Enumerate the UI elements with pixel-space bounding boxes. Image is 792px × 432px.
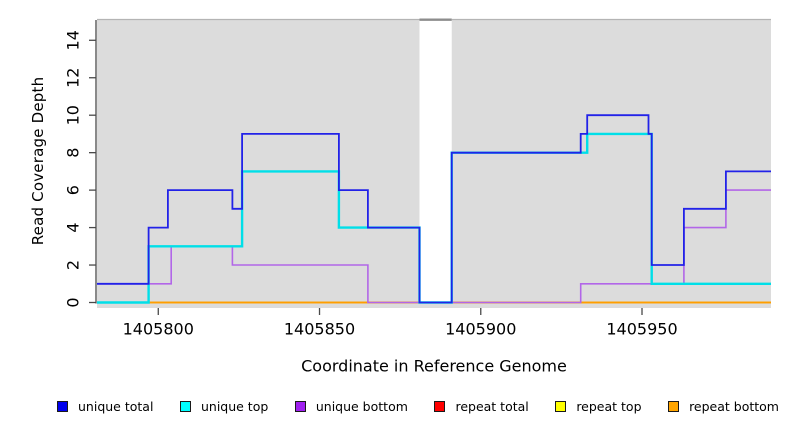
y-tick-label: 0 [64, 297, 83, 307]
legend-item-unique-total: unique total [57, 399, 153, 414]
legend-swatch-repeat-top [555, 400, 567, 412]
y-tick-label: 4 [64, 222, 83, 232]
legend-swatch-unique-top [179, 400, 191, 412]
x-axis-title: Coordinate in Reference Genome [301, 356, 567, 376]
legend-label-unique-top: unique top [200, 398, 269, 414]
y-tick-label: 10 [64, 105, 83, 125]
y-tick-label: 6 [64, 185, 83, 195]
legend-label-repeat-bottom: repeat bottom [689, 398, 779, 414]
legend-swatch-repeat-bottom [668, 400, 680, 412]
x-tick-label: 1405950 [606, 320, 677, 339]
legend-item-repeat-bottom: repeat bottom [668, 399, 779, 414]
legend-label-repeat-top: repeat top [576, 398, 642, 414]
legend: unique total unique top unique bottom repea… [57, 396, 779, 416]
legend-swatch-unique-bottom [294, 400, 306, 412]
legend-swatch-unique-total [57, 400, 68, 412]
zero-coverage-gap-band [419, 16, 452, 303]
legend-label-unique-total: unique total [78, 398, 154, 414]
legend-swatch-repeat-total [434, 400, 446, 412]
x-axis-ticks: 1405800 1405850 1405900 1405950 [123, 308, 678, 339]
y-axis-ticks: 0 2 4 6 8 10 12 14 [64, 30, 96, 308]
legend-label-repeat-total: repeat total [455, 398, 529, 414]
y-tick-label: 12 [64, 68, 83, 88]
y-tick-label: 2 [64, 260, 83, 270]
x-tick-label: 1405800 [123, 320, 194, 339]
legend-label-unique-bottom: unique bottom [315, 398, 408, 414]
x-tick-label: 1405900 [445, 320, 516, 339]
legend-item-repeat-top: repeat top [555, 398, 642, 414]
x-tick-label: 1405850 [284, 320, 355, 339]
legend-item-unique-top: unique top [179, 398, 269, 414]
legend-item-unique-bottom: unique bottom [294, 398, 408, 414]
y-tick-label: 8 [64, 148, 83, 158]
y-tick-label: 14 [64, 30, 83, 50]
series-line-unique-total [97, 114, 771, 304]
y-axis-title: Read Coverage Depth [29, 76, 47, 246]
legend-item-repeat-total: repeat total [434, 398, 529, 414]
